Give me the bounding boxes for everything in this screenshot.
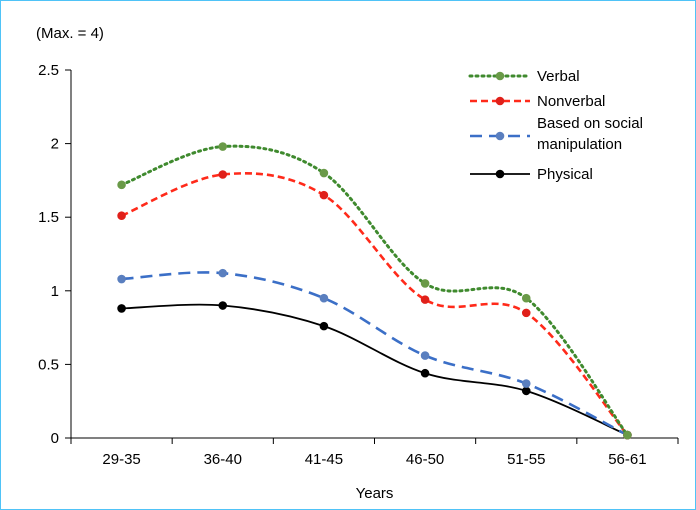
data-point xyxy=(218,142,228,151)
data-point xyxy=(117,274,126,284)
data-point xyxy=(521,308,531,318)
y-tick-label: 2 xyxy=(51,136,59,153)
y-tick-label: 1.5 xyxy=(38,209,59,226)
data-point xyxy=(420,368,430,378)
data-point xyxy=(117,304,126,313)
legend-swatch-marker xyxy=(495,71,505,81)
data-point xyxy=(218,170,228,179)
data-point xyxy=(218,268,228,278)
legend-label: Nonverbal xyxy=(537,93,605,110)
data-point xyxy=(420,351,430,360)
x-tick-label: 29-35 xyxy=(102,451,140,468)
data-point xyxy=(117,180,126,190)
legend-label: Physical xyxy=(537,166,593,183)
data-point xyxy=(319,321,329,331)
series-line xyxy=(121,271,629,437)
data-point xyxy=(117,211,126,221)
legend-swatch-marker xyxy=(495,169,505,179)
series-physical xyxy=(117,301,632,440)
series-based-on-social xyxy=(117,268,632,440)
legend-label: Based on social manipulation xyxy=(537,115,643,153)
data-point xyxy=(521,386,531,396)
data-point xyxy=(319,190,329,200)
x-tick-label: 56-61 xyxy=(608,451,646,468)
data-point xyxy=(420,279,430,288)
data-point xyxy=(521,293,531,303)
series-verbal xyxy=(117,142,632,440)
legend-swatch-marker xyxy=(495,96,505,106)
data-point xyxy=(623,430,632,440)
data-point xyxy=(521,379,531,388)
series-nonverbal xyxy=(117,170,632,440)
y-tick-label: 0 xyxy=(51,430,59,447)
legend-item-physical: Physical xyxy=(470,166,593,183)
y-tick-label: 0.5 xyxy=(38,356,59,373)
x-tick-label: 36-40 xyxy=(204,451,242,468)
legend-item-verbal: Verbal xyxy=(468,68,580,85)
legend: Verbal Nonverbal Based on social manipulati… xyxy=(468,68,643,183)
series-layer xyxy=(117,142,632,440)
chart-note: (Max. = 4) xyxy=(36,25,104,42)
legend-swatch-marker xyxy=(495,131,505,141)
data-point xyxy=(319,293,329,303)
series-line xyxy=(120,144,629,437)
data-point xyxy=(218,301,228,310)
legend-item-nonverbal: Nonverbal xyxy=(470,93,605,110)
x-tick-label: 46-50 xyxy=(406,451,444,468)
legend-label: Verbal xyxy=(537,68,580,85)
x-tick-label: 41-45 xyxy=(305,451,343,468)
legend-item-based-on-social: Based on social manipulation xyxy=(470,115,643,153)
y-tick-label: 1 xyxy=(51,283,59,300)
y-axis-ticks: 0 0.5 1 1.5 2 2.5 xyxy=(38,62,71,447)
y-tick-label: 2.5 xyxy=(38,62,59,79)
data-point xyxy=(420,295,430,304)
data-point xyxy=(319,168,329,178)
series-line xyxy=(121,303,628,436)
x-tick-label: 51-55 xyxy=(507,451,545,468)
x-axis-label: Years xyxy=(356,485,394,502)
x-axis-ticks: 29-35 36-40 41-45 46-50 51-55 56-61 xyxy=(70,438,679,468)
